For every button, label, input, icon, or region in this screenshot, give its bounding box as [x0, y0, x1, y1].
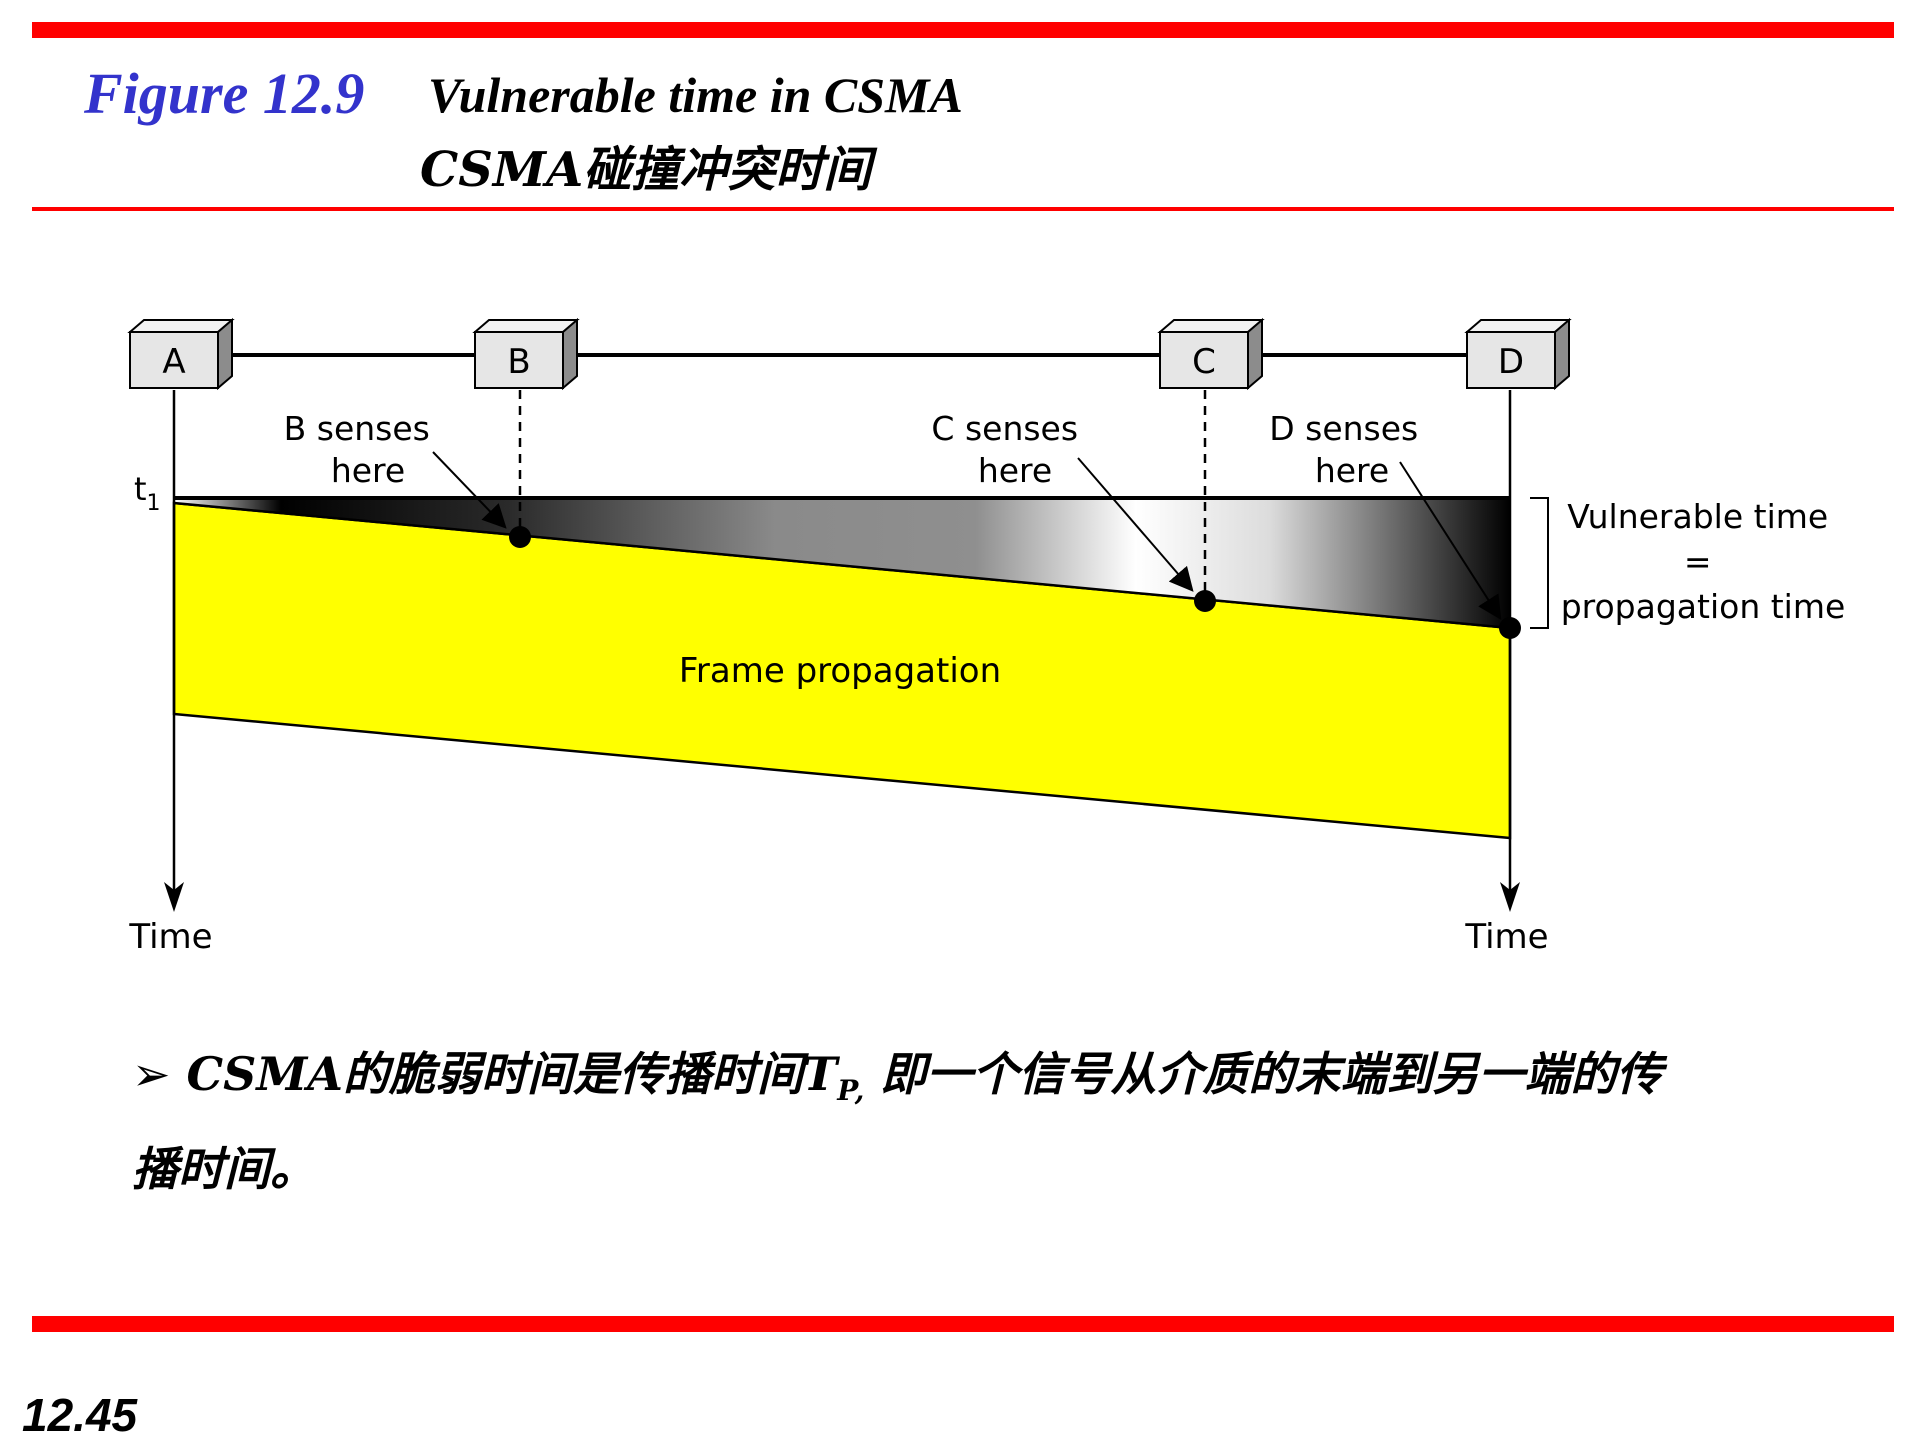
- b-sense-point: [509, 526, 531, 548]
- d-senses-arrow: [1399, 461, 1502, 621]
- c-senses-arrow: [1077, 457, 1194, 592]
- figure-label: Figure 12.9: [84, 61, 365, 126]
- header-separator-line: [32, 207, 1894, 211]
- figure-title-chinese: CSMA碰撞冲突时间: [420, 142, 872, 198]
- d-sense-point: [1499, 617, 1521, 639]
- d-senses-label: D senses here: [1269, 409, 1429, 490]
- station-label: D: [1498, 342, 1524, 382]
- station-label: B: [507, 342, 530, 382]
- station-d: D: [1464, 317, 1572, 391]
- note-subscript: P,: [837, 1074, 865, 1108]
- station-label: A: [162, 342, 185, 382]
- station-c: C: [1157, 317, 1265, 391]
- b-senses-label: B senses here: [284, 409, 441, 490]
- time-label-left: Time: [128, 917, 212, 957]
- c-senses-label: C senses here: [931, 409, 1088, 490]
- time-arrow-a: [164, 882, 184, 912]
- slide-number: 12.45: [22, 1389, 138, 1441]
- figure-title-english: Vulnerable time in CSMA: [428, 67, 963, 123]
- note-text-part1: CSMA的脆弱时间是传播时间T: [186, 1047, 838, 1101]
- bullet-arrow-icon: ➢: [132, 1047, 171, 1101]
- csma-vulnerable-time-diagram: A B C D t1 B senses here C senses here D…: [127, 317, 1846, 957]
- frame-propagation-label: Frame propagation: [679, 651, 1001, 691]
- t1-label: t1: [134, 470, 161, 516]
- bottom-red-bar: [32, 1316, 1894, 1332]
- station-b: B: [472, 317, 580, 391]
- station-a: A: [127, 317, 235, 391]
- c-sense-point: [1194, 590, 1216, 612]
- time-label-right: Time: [1464, 917, 1548, 957]
- station-label: C: [1192, 342, 1216, 382]
- vulnerable-time-label: Vulnerable time = propagation time: [1561, 497, 1846, 626]
- time-arrow-d: [1500, 882, 1520, 912]
- propagation-edge: [173, 501, 1511, 630]
- explanation-note: ➢ CSMA的脆弱时间是传播时间TP, 即一个信号从介质的末端到另一端的传播时间。: [132, 1035, 1692, 1208]
- note-text-part2: 即一个信号从介质的末端到另一端的传播时间。: [132, 1047, 1663, 1197]
- b-senses-arrow: [432, 451, 507, 529]
- top-red-bar: [32, 22, 1894, 38]
- vulnerable-time-bracket: [1530, 497, 1549, 629]
